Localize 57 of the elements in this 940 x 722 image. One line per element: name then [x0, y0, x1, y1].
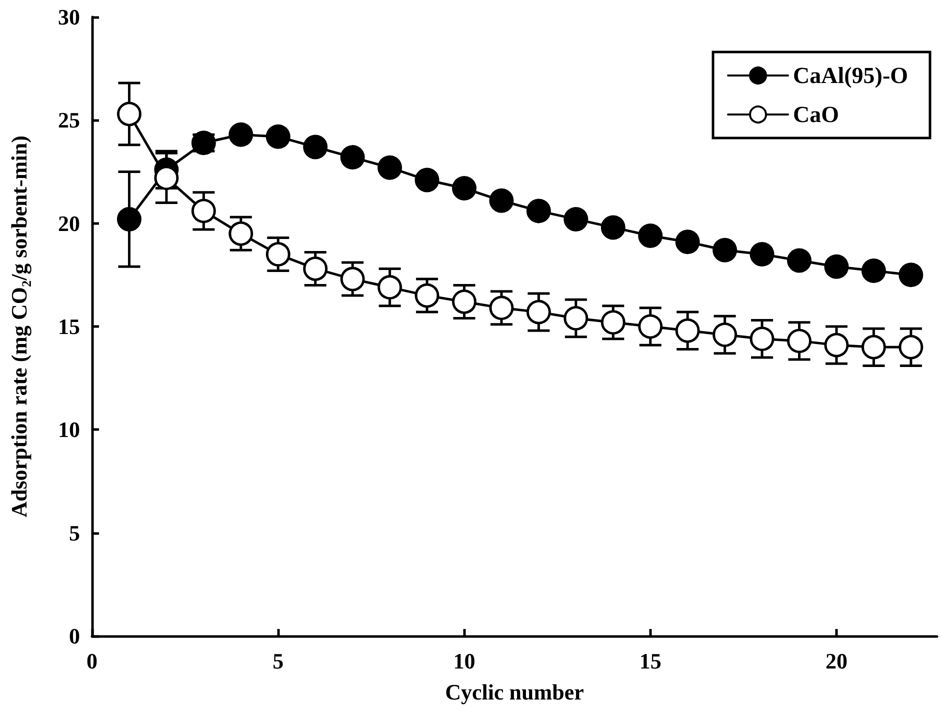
x-tick-label: 0 — [86, 648, 98, 674]
point — [191, 198, 216, 224]
point — [675, 230, 700, 254]
point — [638, 223, 663, 248]
point — [564, 206, 588, 232]
y-tick-label: 15 — [58, 314, 80, 339]
point — [378, 275, 402, 300]
point — [750, 326, 774, 352]
point — [378, 155, 402, 180]
point — [712, 238, 738, 262]
legend-label: CaO — [793, 102, 840, 127]
x-axis-title: Cyclic number — [445, 680, 584, 704]
point — [564, 306, 588, 330]
y-tick-label: 20 — [58, 210, 80, 236]
y-tick-label: 5 — [69, 520, 80, 546]
point — [898, 334, 924, 360]
point — [116, 206, 142, 232]
point — [303, 134, 328, 160]
y-tick-label: 0 — [69, 624, 80, 648]
point — [787, 248, 812, 273]
point — [303, 256, 328, 281]
point — [414, 168, 440, 192]
legend-label: CaAl(95)-O — [793, 63, 908, 88]
x-tick-label: 5 — [272, 648, 284, 674]
point — [824, 254, 849, 279]
point — [600, 215, 626, 240]
point — [116, 102, 142, 126]
y-tick-label: 25 — [58, 108, 80, 133]
x-tick-label: 20 — [825, 648, 848, 674]
point — [489, 188, 514, 213]
point — [675, 318, 700, 343]
point — [712, 322, 738, 347]
point — [228, 122, 254, 147]
point — [340, 266, 365, 292]
point — [861, 258, 886, 284]
point — [638, 314, 663, 339]
point — [266, 242, 290, 267]
y-tick-label: 30 — [58, 4, 80, 30]
point — [600, 310, 626, 335]
point — [750, 242, 774, 267]
point — [452, 176, 476, 200]
point — [340, 145, 365, 170]
point — [787, 328, 812, 354]
point — [489, 296, 514, 320]
point — [452, 289, 476, 314]
x-tick-label: 15 — [639, 648, 662, 674]
point — [898, 262, 924, 288]
point — [526, 300, 551, 324]
point — [414, 283, 440, 308]
point — [228, 221, 254, 246]
point — [266, 124, 290, 149]
x-tick-label: 10 — [453, 648, 476, 674]
point — [824, 332, 849, 358]
point — [526, 198, 551, 224]
y-tick-label: 10 — [58, 417, 80, 442]
y-axis-title: Adsorption rate (mg CO₂/g sorbent-min) — [6, 136, 32, 518]
point — [861, 334, 886, 360]
